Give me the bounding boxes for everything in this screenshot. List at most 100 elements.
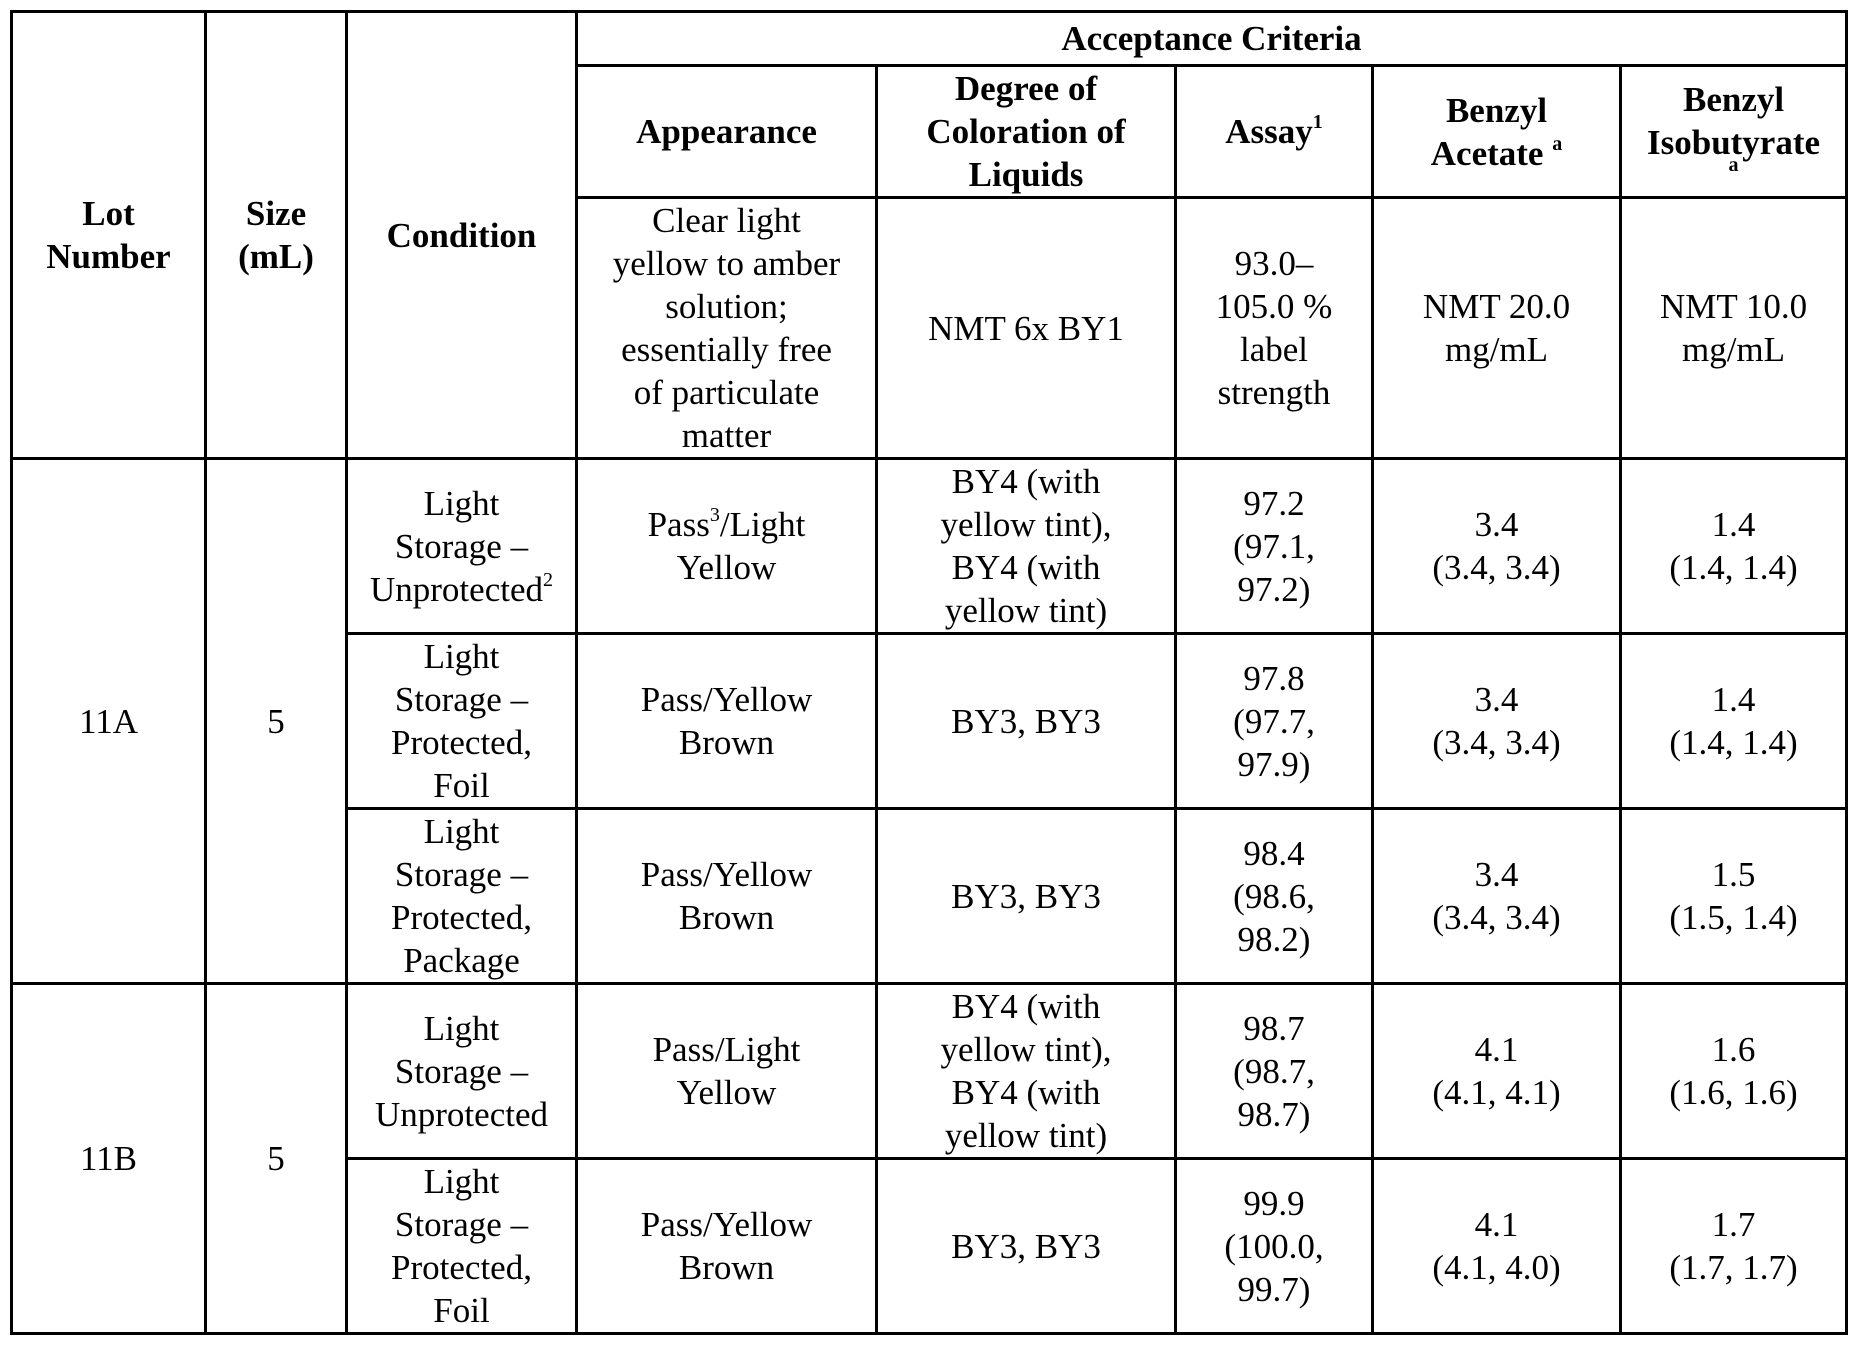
coloration-cell: BY4 (with yellow tint), BY4 (with yellow… xyxy=(875,982,1177,1160)
benzyl-acetate-cell: 3.4 (3.4, 3.4) xyxy=(1371,807,1622,985)
coloration-cell: BY4 (with yellow tint), BY4 (with yellow… xyxy=(875,457,1177,635)
cell-text: 97.2 xyxy=(1243,483,1305,523)
criteria-coloration: NMT 6x BY1 xyxy=(875,196,1177,460)
cell-text: Unprotected xyxy=(375,1094,548,1134)
header-size: Size (mL) xyxy=(204,10,348,460)
cell-text: matter xyxy=(681,416,772,455)
header-text: Coloration of xyxy=(926,112,1126,151)
cell-text: Light xyxy=(423,637,500,676)
cell-text: (98.6, xyxy=(1233,876,1315,916)
cell-text: 3.4 xyxy=(1474,505,1519,544)
cell-text: yellow to amber xyxy=(612,244,841,283)
benzyl-acetate-cell: 4.1 (4.1, 4.0) xyxy=(1371,1157,1622,1335)
cell-text: yellow tint), xyxy=(940,505,1112,544)
cell-text: 99.7) xyxy=(1237,1269,1311,1309)
lot-number-cell: 11A xyxy=(10,457,207,985)
cell-text: Pass/Yellow xyxy=(640,855,813,894)
coloration-cell: BY3, BY3 xyxy=(875,807,1177,985)
cell-text: Pass/Yellow xyxy=(640,1205,813,1244)
header-text: Degree of xyxy=(954,69,1098,108)
condition-cell: Light Storage – Protected, Foil xyxy=(345,1157,578,1335)
cell-text: yellow tint) xyxy=(944,591,1108,630)
cell-text: (3.4, 3.4) xyxy=(1432,723,1561,762)
cell-text: Light xyxy=(423,483,500,523)
cell-text: (98.7, xyxy=(1233,1051,1315,1091)
cell-text: (4.1, 4.0) xyxy=(1432,1248,1561,1287)
cell-text: 1.4 xyxy=(1711,680,1756,719)
table-row: 11A 5 Light Storage – Unprotected2 Pass3… xyxy=(10,457,1849,985)
benzyl-isobutyrate-cell: 1.6 (1.6, 1.6) xyxy=(1618,982,1849,1160)
footnote-marker: a xyxy=(1552,132,1563,155)
cell-text: 3.4 xyxy=(1474,680,1519,719)
cell-text: Storage – xyxy=(394,680,529,719)
cell-text: Protected, xyxy=(391,1248,532,1287)
cell-text: Light xyxy=(423,812,500,851)
cell-text: strength xyxy=(1217,373,1331,412)
header-text: Number xyxy=(46,237,171,276)
cell-text: BY4 (with xyxy=(951,462,1101,501)
table-row: Light Storage – Protected, Foil Pass/Yel… xyxy=(12,1157,1849,1335)
footnote-marker: 2 xyxy=(542,568,553,591)
cell-text: BY4 (with xyxy=(951,1073,1101,1112)
header-condition: Condition xyxy=(345,10,578,460)
cell-text: 1.6 xyxy=(1711,1030,1756,1069)
cell-text: Pass xyxy=(647,505,710,544)
cell-text: (1.6, 1.6) xyxy=(1669,1073,1798,1112)
benzyl-acetate-cell: 4.1 (4.1, 4.1) xyxy=(1371,982,1622,1160)
cell-text: Package xyxy=(403,941,520,980)
assay-cell: 99.9 (100.0, 99.7) xyxy=(1174,1157,1374,1335)
cell-text: 4.1 xyxy=(1474,1205,1519,1244)
appearance-cell: Pass/Yellow Brown xyxy=(575,807,878,985)
benzyl-isobutyrate-cell: 1.4 (1.4, 1.4) xyxy=(1618,632,1849,810)
cell-text: mg/mL xyxy=(1444,330,1549,369)
cell-text: Protected, xyxy=(391,898,532,937)
appearance-cell: Pass/Light Yellow xyxy=(575,982,878,1160)
header-acceptance-criteria: Acceptance Criteria xyxy=(574,10,1849,67)
header-benzyl-isobutyrate: Benzyl Isobutyrate a xyxy=(1618,64,1849,199)
criteria-row: Clear light yellow to amber solution; es… xyxy=(12,196,1849,460)
header-text: Benzyl xyxy=(1445,90,1548,130)
header-assay: Assay1 xyxy=(1174,64,1374,199)
cell-text: 97.9) xyxy=(1237,744,1311,784)
header-text: Isobutyrate xyxy=(1646,122,1821,162)
cell-text: Brown xyxy=(678,898,775,937)
header-text: (mL) xyxy=(238,237,314,276)
coloration-cell: BY3, BY3 xyxy=(875,632,1177,810)
table-row: Light Storage – Protected, Package Pass/… xyxy=(12,807,1849,985)
cell-text: Brown xyxy=(678,723,775,762)
cell-text: Foil xyxy=(433,766,490,805)
cell-text: (4.1, 4.1) xyxy=(1432,1073,1561,1112)
cell-text: (1.5, 1.4) xyxy=(1669,898,1798,937)
header-text: Lot xyxy=(82,194,135,233)
cell-text: Light xyxy=(423,1008,500,1048)
cell-text: NMT 20.0 xyxy=(1422,287,1571,326)
cell-text: Brown xyxy=(678,1248,775,1287)
benzyl-isobutyrate-cell: 1.4 (1.4, 1.4) xyxy=(1618,457,1849,635)
header-text: Size xyxy=(245,194,307,233)
cell-text: (3.4, 3.4) xyxy=(1432,548,1561,587)
cell-text: Yellow xyxy=(676,1073,777,1112)
assay-cell: 98.4 (98.6, 98.2) xyxy=(1174,807,1374,985)
cell-text: Storage – xyxy=(394,526,529,566)
cell-text: Storage – xyxy=(394,855,529,894)
footnote-marker: 3 xyxy=(709,504,720,527)
lot-number-cell: 11B xyxy=(10,982,207,1335)
header-lot-number: Lot Number xyxy=(10,10,207,460)
cell-text: BY4 (with xyxy=(951,548,1101,587)
cell-text: (1.4, 1.4) xyxy=(1669,548,1798,587)
cell-text: Pass/Yellow xyxy=(640,680,813,719)
header-row-top: Lot Number Size (mL) Condition Acceptanc… xyxy=(10,10,1849,460)
footnote-marker: 1 xyxy=(1312,111,1323,134)
appearance-cell: Pass3/Light Yellow xyxy=(575,457,878,635)
cell-text: yellow tint) xyxy=(944,1116,1108,1155)
coloration-cell: BY3, BY3 xyxy=(875,1157,1177,1335)
cell-text: 98.4 xyxy=(1243,833,1305,873)
appearance-cell: Pass/Yellow Brown xyxy=(575,632,878,810)
cell-text: mg/mL xyxy=(1681,330,1786,369)
cell-text: of particulate xyxy=(633,373,820,412)
cell-text: Unprotected xyxy=(370,569,543,609)
cell-text: NMT 10.0 xyxy=(1659,287,1808,326)
header-benzyl-acetate: Benzyl Acetate a xyxy=(1371,64,1622,199)
cell-text: Clear light xyxy=(652,201,801,240)
cell-text: Foil xyxy=(433,1291,490,1330)
